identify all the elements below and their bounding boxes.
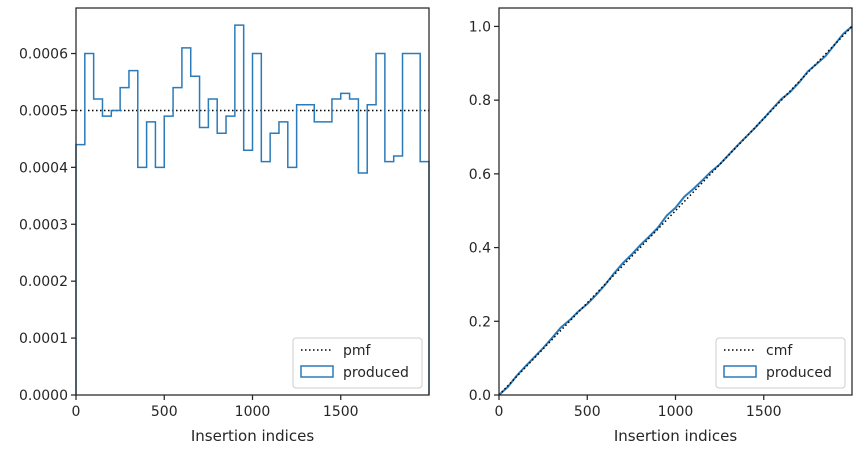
cumulative-x-ticks: 0 500 1000 1500 [495, 395, 782, 420]
cumulative-x-tick-label: 1000 [658, 404, 694, 420]
histogram-y-tick-label: 0.0005 [19, 103, 68, 119]
histogram-y-tick-label: 0.0003 [19, 217, 68, 233]
cmf-line [498, 25, 853, 396]
legend-pmf-label: pmf [343, 343, 372, 359]
legend-produced-label: produced [343, 365, 409, 381]
histogram-x-ticks: 0 500 1000 1500 [72, 395, 359, 420]
histogram-y-tick-label: 0.0006 [19, 47, 68, 63]
histogram-x-axis-label: Insertion indices [191, 427, 314, 445]
legend-produced-swatch [300, 365, 334, 378]
cumulative-axes-frame [498, 7, 853, 396]
histogram-y-tick-label: 0.0000 [19, 388, 68, 404]
cumulative-y-tick-label: 1.0 [469, 19, 491, 35]
cumulative-y-tick-label: 0.0 [469, 388, 491, 404]
histogram-y-tick-label: 0.0004 [19, 160, 68, 176]
cumulative-y-ticks: 0.0 0.2 0.4 0.6 0.8 1.0 [469, 19, 499, 404]
cumulative-panel: 0.0 0.2 0.4 0.6 0.8 1.0 0 500 1000 1500 Insertio… [469, 7, 853, 445]
histogram-panel: 0.0000 0.0001 0.0002 0.0003 0.0004 0.0005 0.00… [19, 7, 430, 445]
histogram-x-tick-label: 500 [151, 404, 178, 420]
cumulative-y-tick-label: 0.2 [469, 314, 491, 330]
histogram-marks [75, 24, 430, 395]
histogram-y-tick-label: 0.0002 [19, 274, 68, 290]
cumulative-legend: cmf produced [715, 337, 846, 389]
histogram-legend: pmf produced [292, 337, 423, 389]
cumulative-x-tick-label: 0 [495, 404, 504, 420]
histogram-y-tick-label: 0.0001 [19, 331, 68, 347]
cumulative-y-tick-label: 0.4 [469, 241, 491, 257]
histogram-step-outline [75, 24, 430, 395]
histogram-x-tick-label: 1000 [235, 404, 271, 420]
histogram-axes-frame [75, 7, 430, 396]
histogram-y-ticks: 0.0000 0.0001 0.0002 0.0003 0.0004 0.0005 0.00… [19, 47, 76, 404]
legend-cmf-label: cmf [766, 343, 793, 359]
legend-produced-label-2: produced [766, 365, 832, 381]
cumulative-marks [498, 25, 853, 396]
legend-produced-swatch-2 [723, 365, 757, 378]
cumulative-x-tick-label: 1500 [746, 404, 782, 420]
cumulative-x-axis-label: Insertion indices [614, 427, 737, 445]
histogram-x-tick-label: 0 [72, 404, 81, 420]
cumulative-y-tick-label: 0.6 [469, 167, 491, 183]
cumulative-x-tick-label: 500 [574, 404, 601, 420]
cumulative-y-tick-label: 0.8 [469, 93, 491, 109]
histogram-x-tick-label: 1500 [323, 404, 359, 420]
